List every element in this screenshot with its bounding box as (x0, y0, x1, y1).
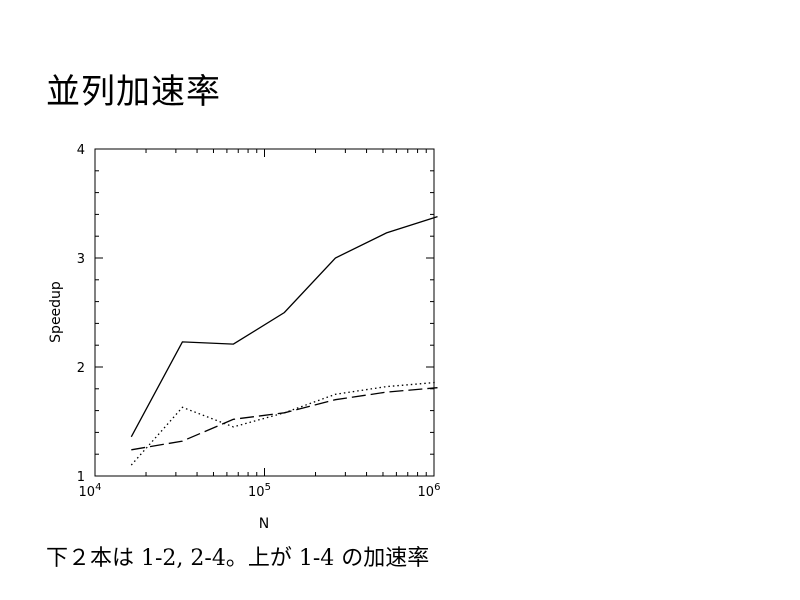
plot-frame (94, 148, 435, 477)
y-tick-label: 3 (77, 252, 85, 267)
y-tick-label: 4 (77, 143, 85, 158)
slide-title: 並列加速率 (46, 72, 221, 112)
series-line-solid (130, 215, 438, 438)
axis-ticks (94, 148, 435, 477)
x-tick-label: 104 (79, 482, 102, 500)
series-lines (130, 215, 438, 466)
y-axis-label: Speedup (48, 281, 64, 343)
slide-caption: 下２本は 1-2, 2-4。上が 1-4 の加速率 (46, 546, 430, 571)
x-tick-label: 105 (248, 482, 271, 500)
y-tick-label: 1 (77, 470, 85, 485)
y-tick-label: 2 (77, 361, 85, 376)
series-line-dotted (130, 381, 438, 466)
series-line-dashed (131, 387, 438, 451)
x-tick-label: 106 (418, 482, 441, 500)
x-axis-label: N (259, 516, 269, 532)
axis-tick-labels: 1 2 3 4 104 105 106 (77, 143, 441, 500)
